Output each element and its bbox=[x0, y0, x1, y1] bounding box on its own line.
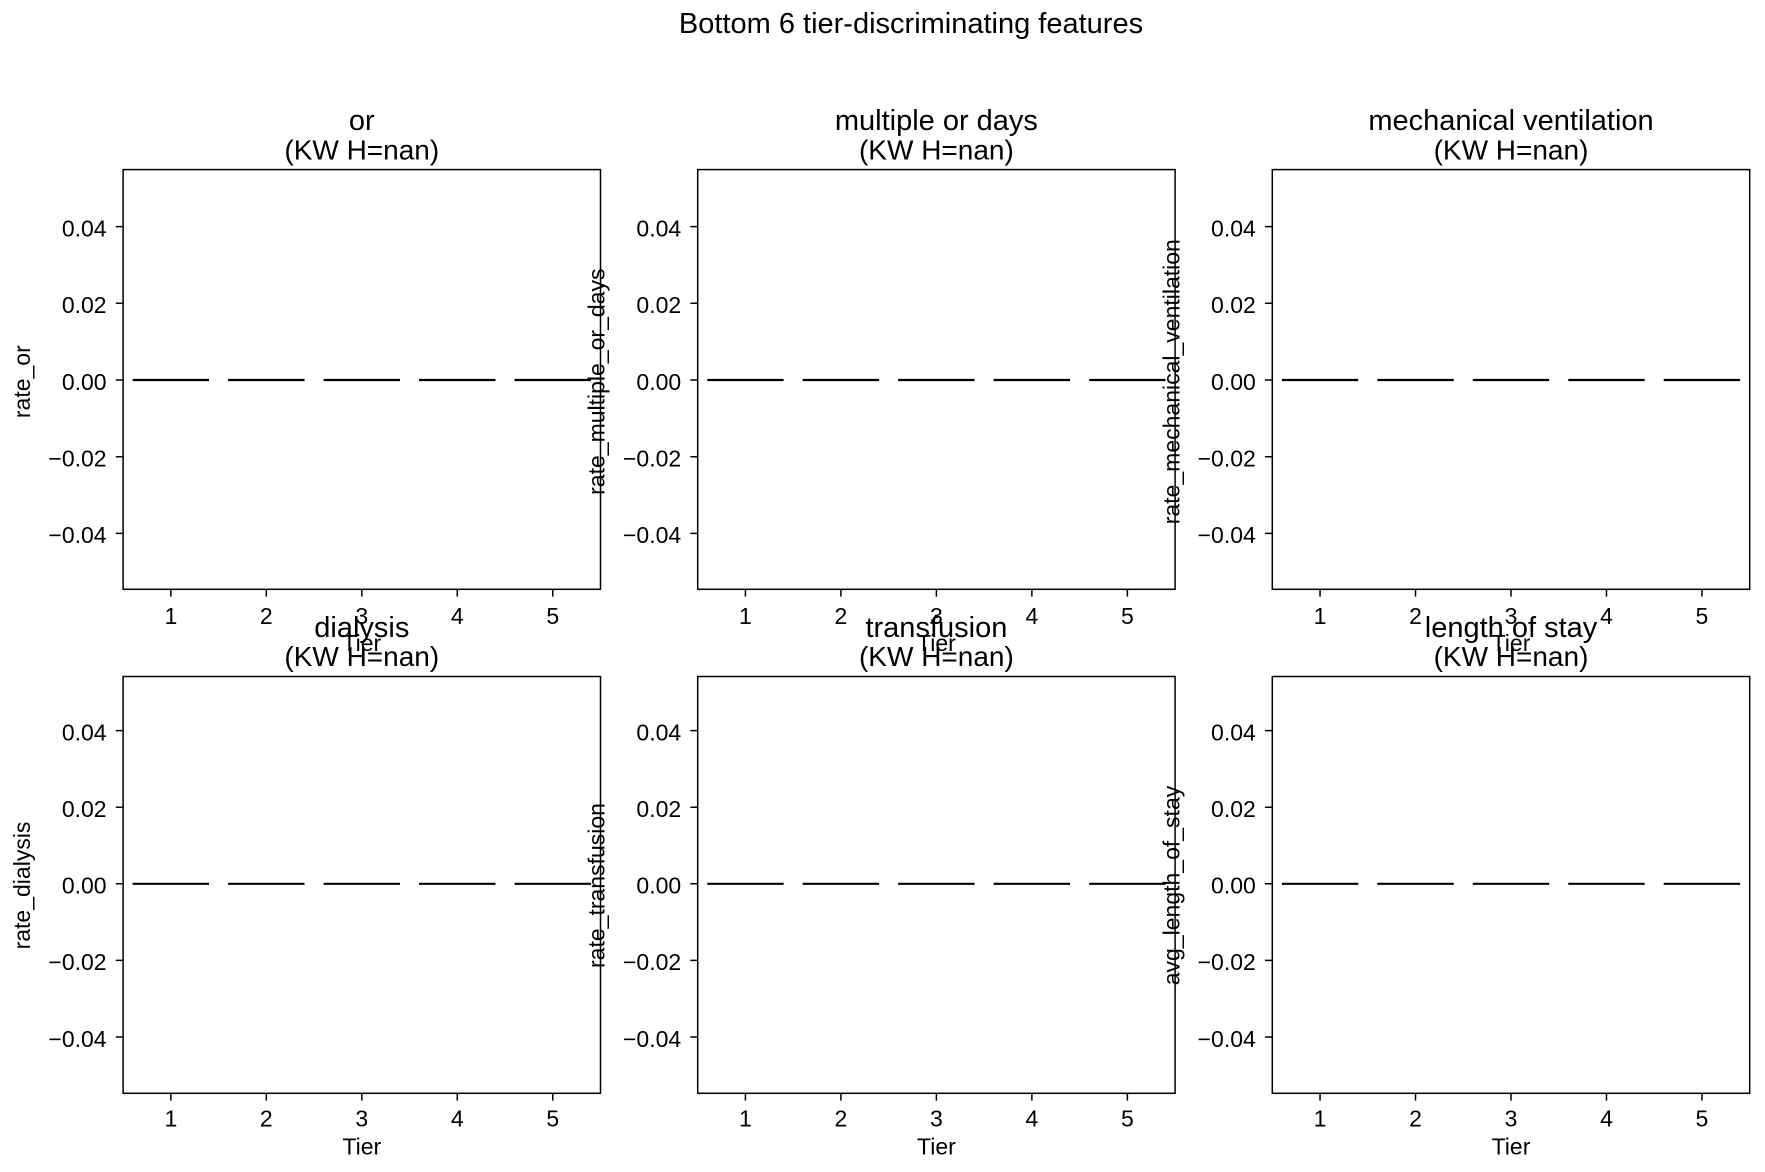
svg-text:3: 3 bbox=[355, 603, 368, 629]
svg-text:rate_dialysis: rate_dialysis bbox=[9, 822, 35, 950]
svg-text:−0.04: −0.04 bbox=[48, 522, 106, 548]
svg-text:−0.02: −0.02 bbox=[1198, 949, 1256, 975]
svg-text:2: 2 bbox=[260, 603, 273, 629]
svg-text:0.00: 0.00 bbox=[636, 873, 681, 899]
svg-text:rate_or: rate_or bbox=[9, 345, 35, 418]
svg-text:Tier: Tier bbox=[342, 1133, 381, 1159]
svg-text:(KW H=nan): (KW H=nan) bbox=[859, 134, 1014, 165]
svg-text:3: 3 bbox=[930, 1105, 943, 1131]
svg-text:−0.04: −0.04 bbox=[623, 1026, 681, 1052]
svg-text:4: 4 bbox=[451, 1105, 464, 1131]
svg-text:0.02: 0.02 bbox=[1211, 292, 1256, 318]
svg-text:1: 1 bbox=[739, 603, 752, 629]
svg-text:length of stay: length of stay bbox=[1425, 612, 1598, 644]
svg-text:0.04: 0.04 bbox=[1211, 719, 1256, 745]
svg-text:Bottom 6 tier-discriminating f: Bottom 6 tier-discriminating features bbox=[679, 8, 1143, 40]
svg-text:1: 1 bbox=[164, 1105, 177, 1131]
svg-text:(KW H=nan): (KW H=nan) bbox=[284, 641, 439, 672]
svg-text:5: 5 bbox=[546, 1105, 559, 1131]
svg-text:rate_mechanical_ventilation: rate_mechanical_ventilation bbox=[1158, 239, 1184, 524]
svg-text:−0.02: −0.02 bbox=[623, 949, 681, 975]
svg-text:4: 4 bbox=[451, 603, 464, 629]
svg-text:0.00: 0.00 bbox=[1211, 369, 1256, 395]
svg-text:(KW H=nan): (KW H=nan) bbox=[859, 641, 1014, 672]
svg-text:3: 3 bbox=[930, 603, 943, 629]
svg-text:0.04: 0.04 bbox=[636, 719, 681, 745]
svg-text:5: 5 bbox=[1696, 1105, 1709, 1131]
svg-text:5: 5 bbox=[1121, 603, 1134, 629]
svg-text:0.04: 0.04 bbox=[1211, 215, 1256, 241]
svg-text:rate_transfusion: rate_transfusion bbox=[584, 803, 610, 968]
svg-text:−0.02: −0.02 bbox=[623, 446, 681, 472]
svg-text:(KW H=nan): (KW H=nan) bbox=[1434, 641, 1589, 672]
svg-text:2: 2 bbox=[835, 1105, 848, 1131]
svg-text:mechanical ventilation: mechanical ventilation bbox=[1368, 105, 1653, 137]
svg-text:−0.04: −0.04 bbox=[623, 522, 681, 548]
svg-text:4: 4 bbox=[1025, 1105, 1038, 1131]
svg-text:avg_length_of_stay: avg_length_of_stay bbox=[1158, 785, 1184, 985]
svg-text:transfusion: transfusion bbox=[865, 612, 1007, 644]
svg-text:rate_multiple_or_days: rate_multiple_or_days bbox=[584, 269, 610, 495]
svg-text:1: 1 bbox=[1314, 1105, 1327, 1131]
svg-text:0.04: 0.04 bbox=[636, 215, 681, 241]
svg-text:0.04: 0.04 bbox=[62, 215, 107, 241]
svg-text:3: 3 bbox=[355, 1105, 368, 1131]
svg-text:0.00: 0.00 bbox=[1211, 873, 1256, 899]
svg-text:2: 2 bbox=[1409, 603, 1422, 629]
svg-text:Tier: Tier bbox=[917, 1133, 956, 1159]
svg-text:−0.02: −0.02 bbox=[48, 949, 106, 975]
svg-text:5: 5 bbox=[1696, 603, 1709, 629]
svg-text:dialysis: dialysis bbox=[314, 612, 409, 644]
svg-text:4: 4 bbox=[1600, 603, 1613, 629]
svg-text:Tier: Tier bbox=[1492, 1133, 1531, 1159]
svg-text:−0.02: −0.02 bbox=[48, 446, 106, 472]
svg-text:−0.04: −0.04 bbox=[1198, 1026, 1256, 1052]
svg-text:1: 1 bbox=[739, 1105, 752, 1131]
svg-text:(KW H=nan): (KW H=nan) bbox=[1434, 134, 1589, 165]
svg-text:0.02: 0.02 bbox=[62, 796, 107, 822]
svg-text:0.04: 0.04 bbox=[62, 719, 107, 745]
svg-text:0.02: 0.02 bbox=[636, 796, 681, 822]
svg-text:0.02: 0.02 bbox=[62, 292, 107, 318]
svg-text:0.00: 0.00 bbox=[636, 369, 681, 395]
svg-text:Tier: Tier bbox=[1492, 630, 1531, 656]
svg-text:Tier: Tier bbox=[917, 630, 956, 656]
svg-text:1: 1 bbox=[164, 603, 177, 629]
svg-text:2: 2 bbox=[1409, 1105, 1422, 1131]
svg-text:0.02: 0.02 bbox=[1211, 796, 1256, 822]
svg-text:or: or bbox=[349, 105, 375, 137]
svg-text:2: 2 bbox=[260, 1105, 273, 1131]
svg-text:0.02: 0.02 bbox=[636, 292, 681, 318]
svg-text:1: 1 bbox=[1314, 603, 1327, 629]
svg-text:5: 5 bbox=[1121, 1105, 1134, 1131]
svg-text:−0.04: −0.04 bbox=[1198, 522, 1256, 548]
svg-text:(KW H=nan): (KW H=nan) bbox=[284, 134, 439, 165]
svg-text:3: 3 bbox=[1505, 603, 1518, 629]
svg-text:0.00: 0.00 bbox=[62, 369, 107, 395]
svg-text:4: 4 bbox=[1600, 1105, 1613, 1131]
svg-text:−0.04: −0.04 bbox=[48, 1026, 106, 1052]
svg-text:5: 5 bbox=[546, 603, 559, 629]
svg-text:3: 3 bbox=[1505, 1105, 1518, 1131]
svg-text:Tier: Tier bbox=[342, 630, 381, 656]
svg-text:−0.02: −0.02 bbox=[1198, 446, 1256, 472]
svg-text:multiple or days: multiple or days bbox=[835, 105, 1038, 137]
svg-text:4: 4 bbox=[1025, 603, 1038, 629]
svg-text:2: 2 bbox=[835, 603, 848, 629]
svg-text:0.00: 0.00 bbox=[62, 873, 107, 899]
